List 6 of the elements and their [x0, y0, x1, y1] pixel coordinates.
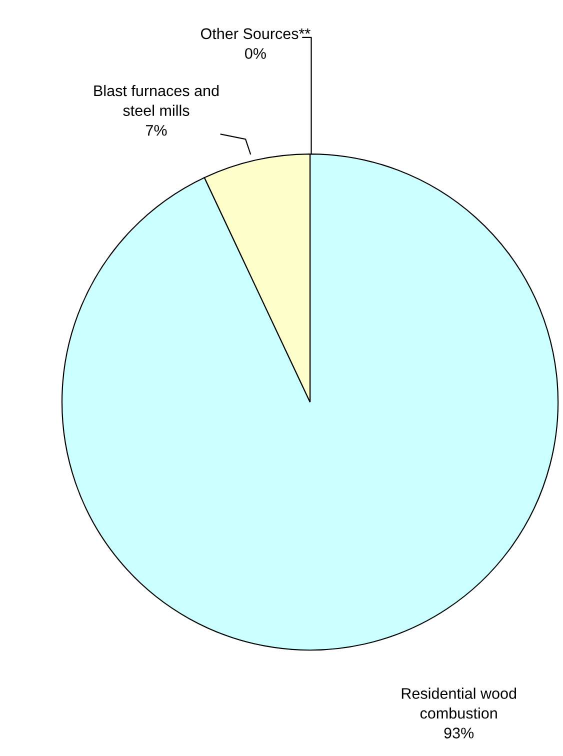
slice-label: Blast furnaces and steel mills — [94, 84, 219, 116]
data-label: 93% — [444, 728, 474, 738]
data-label: 7% — [146, 124, 167, 136]
category-label: Other Sources** — [200, 28, 310, 40]
text: 0% — [245, 48, 266, 59]
slice-label: Residential wood combustion — [402, 688, 516, 719]
